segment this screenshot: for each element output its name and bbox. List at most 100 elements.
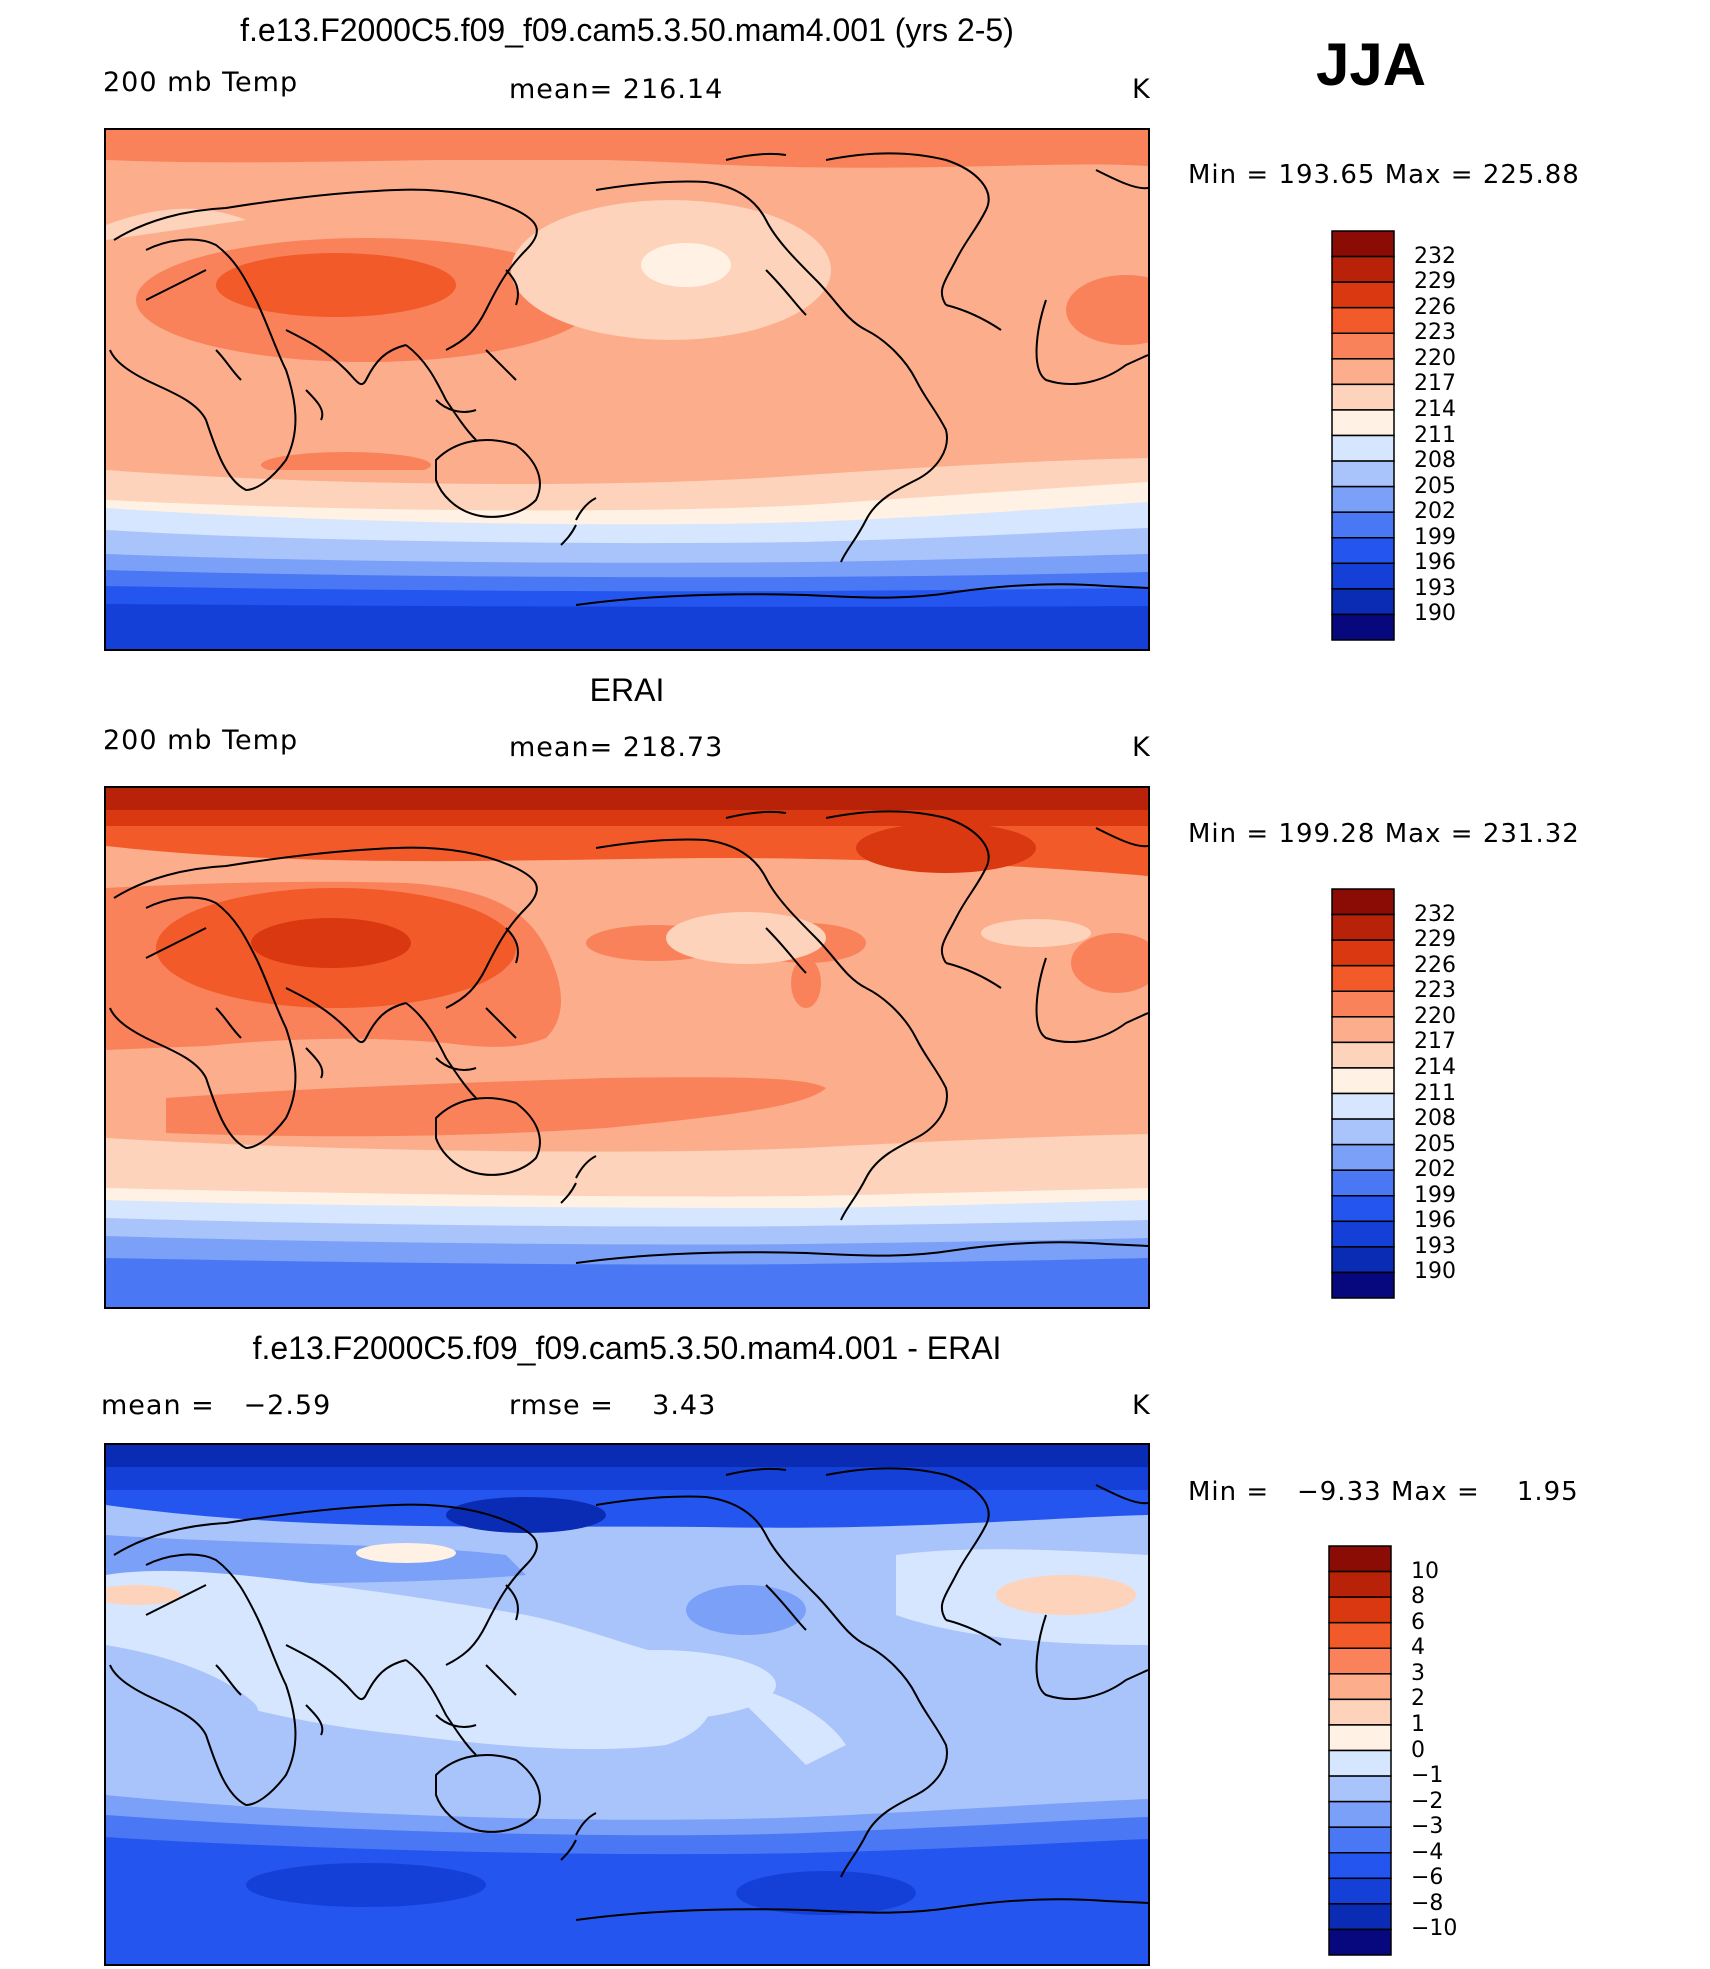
colorbar-swatch [1331,409,1395,437]
colorbar-swatch [1331,1016,1395,1044]
colorbar-swatch [1331,1092,1395,1120]
colorbar-tick-label: 1 [1411,1711,1425,1737]
colorbar-swatch [1331,1169,1395,1197]
colorbar-tick-label: 226 [1414,294,1456,320]
colorbar-swatch [1331,306,1395,334]
colorbar-swatch [1331,1246,1395,1274]
colorbar-swatch [1328,1903,1392,1931]
colorbar-swatch [1331,332,1395,360]
season-label: JJA [1316,31,1427,98]
colorbar-swatch [1331,964,1395,992]
panel1-mean-value: 216.14 [622,74,724,105]
colorbar-swatch [1328,1800,1392,1828]
colorbar-tick-label: 232 [1414,243,1456,269]
colorbar-tick-label: 202 [1414,1157,1456,1183]
colorbar-tick-label: 220 [1414,345,1456,371]
colorbar-swatch [1328,1621,1392,1649]
colorbar-swatch [1328,1673,1392,1701]
colorbar-tick-label: −1 [1411,1763,1444,1789]
colorbar-swatch [1331,1271,1395,1299]
colorbar-tick-label: 202 [1414,499,1456,525]
colorbar-swatch [1328,1545,1392,1573]
panel3-rmse-value: 3.43 [652,1390,717,1421]
colorbar-tick-label: 217 [1414,371,1456,397]
colorbar-tick-label: 8 [1411,1584,1425,1610]
colorbar-tick-label: 196 [1414,1208,1456,1234]
colorbar-swatch [1328,1570,1392,1598]
colorbar-tick-label: 220 [1414,1003,1456,1029]
colorbar-tick-label: 208 [1414,448,1456,474]
colorbar-swatch [1328,1877,1392,1905]
panel3-minmax: Min = −9.33 Max = 1.95 [1188,1477,1579,1507]
colorbar-tick-label: 2 [1411,1686,1425,1712]
colorbar-tick-label: 190 [1414,601,1456,627]
panel2-colorbar-swatches [1331,888,1395,1299]
colorbar-tick-label: 199 [1414,524,1456,550]
colorbar-tick-label: −10 [1411,1916,1458,1942]
colorbar-swatch [1328,1724,1392,1752]
colorbar-tick-label: −6 [1411,1865,1444,1891]
panel1-title: f.e13.F2000C5.f09_f09.cam5.3.50.mam4.001… [240,12,1014,48]
colorbar-tick-label: 211 [1414,422,1456,448]
panel1-colorbar-swatches [1331,230,1395,641]
colorbar-tick-label: 217 [1414,1029,1456,1055]
panel3-units: K [1132,1390,1151,1421]
colorbar-tick-label: −4 [1411,1839,1444,1865]
colorbar-swatch [1331,1067,1395,1095]
colorbar-swatch [1331,913,1395,941]
panel2-map [104,786,1150,1309]
colorbar-swatch [1328,1775,1392,1803]
panel3-colorbar [1327,1544,1393,1962]
panel3-title: f.e13.F2000C5.f09_f09.cam5.3.50.mam4.001… [252,1330,1002,1366]
colorbar-swatch [1328,1647,1392,1675]
colorbar-tick-label: 232 [1414,901,1456,927]
colorbar-tick-label: 226 [1414,952,1456,978]
colorbar-swatch [1331,358,1395,386]
colorbar-tick-label: 199 [1414,1182,1456,1208]
colorbar-swatch [1331,537,1395,565]
colorbar-swatch [1328,1596,1392,1624]
colorbar-tick-label: 205 [1414,1131,1456,1157]
colorbar-swatch [1331,485,1395,513]
panel3-colorbar-swatches [1328,1545,1392,1956]
colorbar-swatch [1331,230,1395,258]
colorbar-swatch [1328,1826,1392,1854]
colorbar-swatch [1331,613,1395,641]
panel3-rmse-label: rmse = 3.43 [509,1390,717,1421]
colorbar-swatch [1328,1928,1392,1956]
colorbar-swatch [1331,1220,1395,1248]
colorbar-swatch [1328,1852,1392,1880]
colorbar-tick-label: 229 [1414,927,1456,953]
panel2-title: ERAI [589,672,665,708]
colorbar-swatch [1331,1041,1395,1069]
colorbar-tick-label: −8 [1411,1890,1444,1916]
colorbar-swatch [1328,1698,1392,1726]
colorbar-tick-label: 229 [1414,269,1456,295]
colorbar-tick-label: 190 [1414,1259,1456,1285]
colorbar-swatch [1331,588,1395,616]
colorbar-tick-label: 223 [1414,978,1456,1004]
colorbar-swatch [1331,383,1395,411]
colorbar-tick-label: 193 [1414,1233,1456,1259]
colorbar-tick-label: −2 [1411,1788,1444,1814]
colorbar-tick-label: 214 [1414,1054,1456,1080]
colorbar-swatch [1331,1143,1395,1171]
colorbar-swatch [1331,511,1395,539]
panel3-mean-label: mean = −2.59 [101,1390,332,1421]
panel2-minmax: Min = 199.28 Max = 231.32 [1188,819,1580,849]
panel3-mean-value: −2.59 [243,1390,332,1421]
panel2-units: K [1132,732,1151,763]
colorbar-swatch [1331,888,1395,916]
colorbar-swatch [1331,939,1395,967]
colorbar-tick-label: 4 [1411,1635,1425,1661]
panel1-colorbar [1330,229,1396,647]
colorbar-tick-label: 214 [1414,396,1456,422]
panel1-variable-label: 200 mb Temp [103,67,299,98]
colorbar-tick-label: 223 [1414,320,1456,346]
colorbar-tick-label: −3 [1411,1814,1444,1840]
colorbar-tick-label: 3 [1411,1660,1425,1686]
panel2-mean-value: 218.73 [622,732,724,763]
colorbar-tick-label: 0 [1411,1737,1425,1763]
colorbar-swatch [1331,255,1395,283]
panel2-mean-label: mean= 218.73 [509,732,724,763]
